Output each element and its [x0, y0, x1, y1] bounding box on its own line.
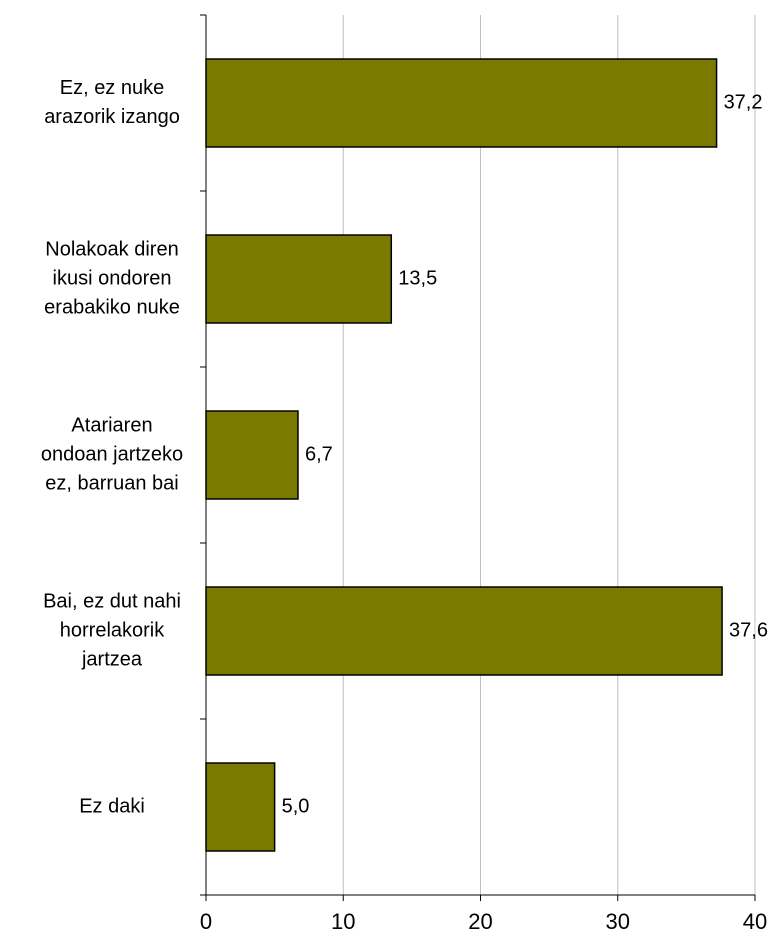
x-tick-label: 10: [331, 909, 355, 934]
value-label: 5,0: [282, 795, 310, 817]
category-label: arazorik izango: [44, 106, 180, 128]
category-label: Nolakoak diren: [45, 238, 178, 260]
category-label: ikusi ondoren: [53, 267, 172, 289]
category-label: Bai, ez dut nahi: [43, 590, 181, 612]
bars: [205, 58, 723, 852]
category-label: ondoan jartzeko: [41, 443, 183, 465]
category-label: Ez daki: [79, 795, 145, 817]
value-label: 13,5: [398, 267, 437, 289]
bar: [205, 586, 723, 676]
x-tick-label: 0: [200, 909, 212, 934]
category-label: Atariaren: [71, 414, 152, 436]
x-tick-label: 40: [743, 909, 767, 934]
x-tick-label: 30: [606, 909, 630, 934]
category-label: Ez, ez nuke: [60, 77, 165, 99]
bar: [205, 410, 299, 500]
bar: [205, 762, 276, 852]
category-label: horrelakorik: [60, 619, 165, 641]
category-label: ez, barruan bai: [45, 472, 178, 494]
bar: [205, 58, 718, 148]
category-label: erabakiko nuke: [44, 296, 180, 318]
value-label: 37,6: [729, 619, 768, 641]
value-label: 37,2: [724, 91, 763, 113]
x-tick-label: 20: [468, 909, 492, 934]
bar: [205, 234, 393, 324]
gridlines: [342, 15, 756, 895]
labels: 37,2 Ez, ez nuke arazorik izango 13,5 Nolako…: [41, 77, 768, 934]
axes: [200, 14, 756, 901]
value-label: 6,7: [305, 443, 333, 465]
category-label: jartzea: [81, 648, 143, 670]
